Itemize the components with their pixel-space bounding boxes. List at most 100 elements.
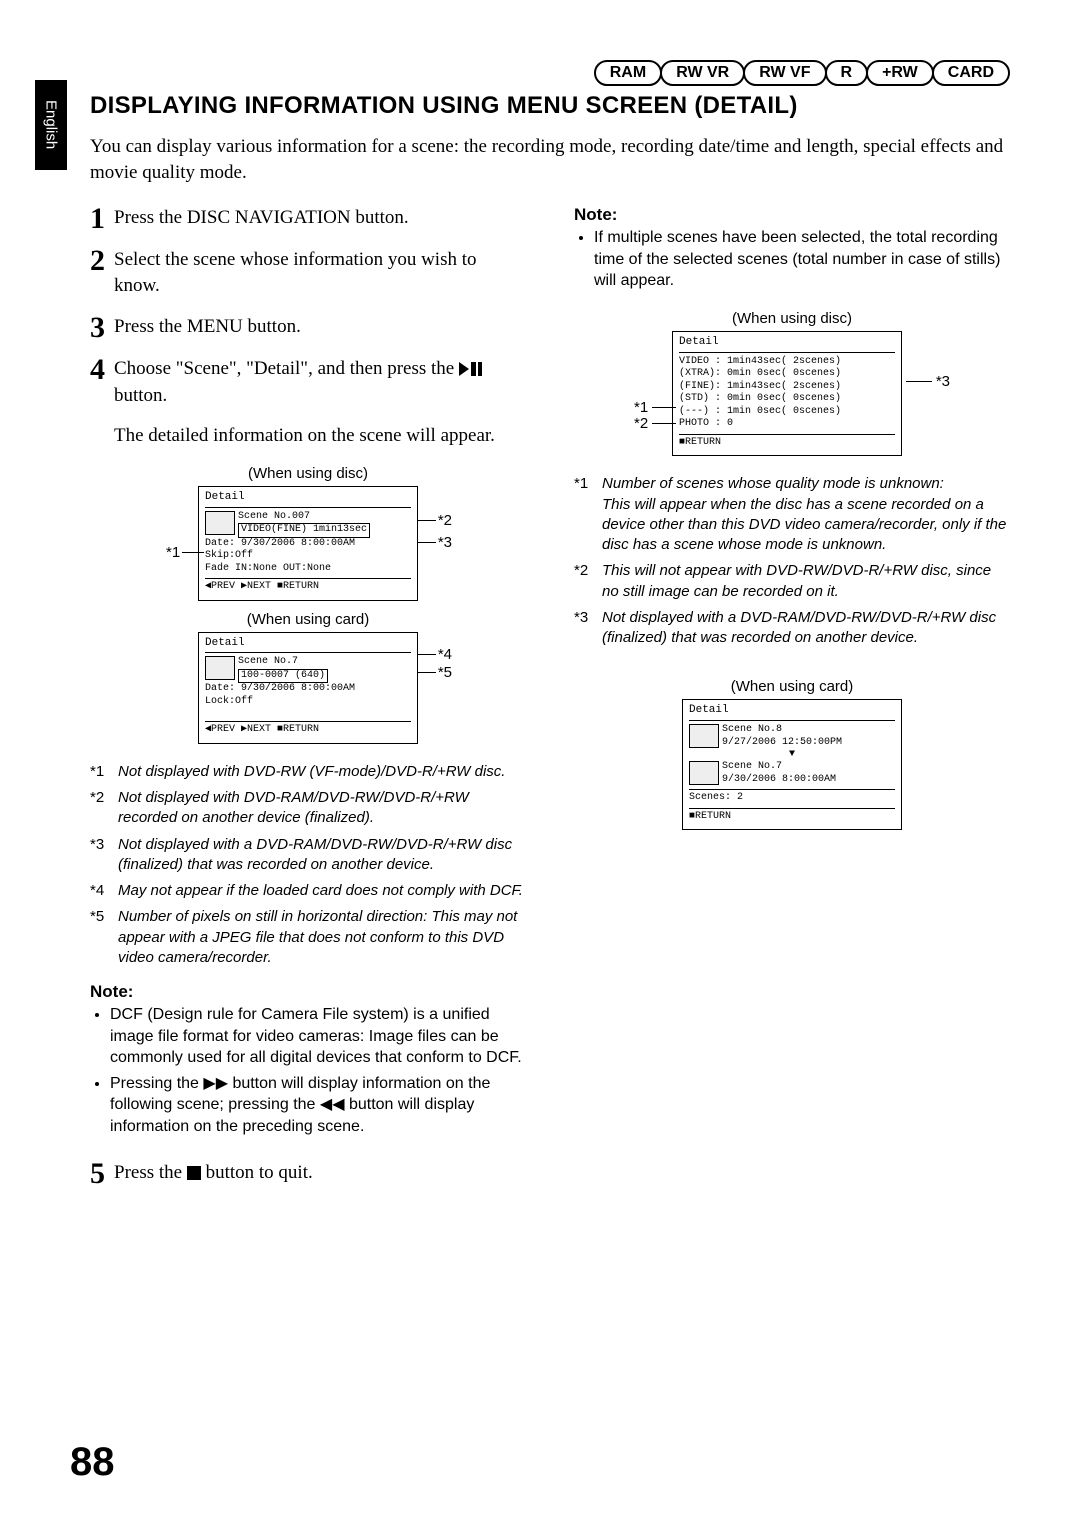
fig-line: (---) : 1min 0sec( 0scenes): [679, 406, 895, 419]
fig-footer: ■RETURN: [689, 808, 895, 824]
fig-line: Scenes: 2: [689, 789, 895, 805]
badge-rwvf: RW VF: [743, 60, 826, 86]
stop-icon: [187, 1162, 201, 1188]
fig-title: Detail: [679, 336, 895, 353]
fn-num: *4: [90, 881, 118, 901]
step-text-a: Choose "Scene", "Detail", and then press…: [114, 358, 454, 379]
step-2: 2 Select the scene whose information you…: [90, 247, 526, 298]
fig-caption-disc-r: (When using disc): [574, 310, 1010, 327]
fn-num: *1: [90, 762, 118, 782]
fig-title: Detail: [205, 637, 411, 654]
fig-line: Lock:Off: [205, 696, 411, 709]
thumbnail-icon: [689, 724, 719, 748]
fig-left-card: Detail Scene No.7 100-0007 (640) Date: 9…: [198, 632, 418, 744]
fig-line: 9/30/2006 8:00:00AM: [722, 774, 895, 787]
fig-caption-card: (When using card): [90, 611, 526, 628]
fig-right-disc-wrap: Detail VIDEO : 1min43sec( 2scenes) (XTRA…: [632, 331, 952, 456]
fig-footer: ◀PREV ▶NEXT ■RETURN: [205, 721, 411, 737]
fig-title: Detail: [205, 491, 411, 508]
fn-text: This will not appear with DVD-RW/DVD-R/+…: [602, 561, 1010, 602]
fig-caption-card-r: (When using card): [574, 678, 1010, 695]
fn-text: Number of pixels on still in horizontal …: [118, 907, 526, 968]
step-text: Press the DISC NAVIGATION button.: [114, 207, 409, 228]
page-number: 88: [70, 1440, 115, 1485]
badge-rw: +RW: [866, 60, 934, 86]
fig-left-disc: Detail Scene No.007 VIDEO(FINE) 1min13se…: [198, 486, 418, 601]
step-text-b: button.: [114, 385, 167, 406]
step-3: 3 Press the MENU button.: [90, 314, 526, 340]
fn-num: *5: [90, 907, 118, 968]
step-number: 1: [90, 199, 105, 240]
left-column: 1 Press the DISC NAVIGATION button. 2 Se…: [90, 205, 526, 1203]
fig-line: (XTRA): 0min 0sec( 0scenes): [679, 368, 895, 381]
play-pause-icon: [459, 358, 489, 384]
fn-num: *2: [90, 788, 118, 829]
step-text-a: Press the: [114, 1162, 187, 1183]
thumbnail-icon: [205, 656, 235, 680]
step-4-para: The detailed information on the scene wi…: [114, 423, 526, 449]
fig-right-card-wrap: Detail Scene No.8 9/27/2006 12:50:00PM ▼…: [672, 699, 912, 830]
fig-left-card-wrap: Detail Scene No.7 100-0007 (640) Date: 9…: [168, 632, 448, 744]
intro-text: You can display various information for …: [90, 134, 1010, 185]
badge-r: R: [825, 60, 869, 86]
fig-line: Fade IN:None OUT:None: [205, 563, 411, 576]
step-number: 5: [90, 1154, 105, 1195]
fig-line: (STD) : 0min 0sec( 0scenes): [679, 393, 895, 406]
annot-2: *2: [438, 512, 452, 529]
fn-num: *1: [574, 474, 602, 555]
annot-r3: *3: [936, 373, 950, 390]
badge-ram: RAM: [594, 60, 662, 86]
fig-line: Date: 9/30/2006 8:00:00AM: [205, 683, 411, 696]
right-footnotes: *1Number of scenes whose quality mode is…: [574, 474, 1010, 648]
fig-left-disc-wrap: Detail Scene No.007 VIDEO(FINE) 1min13se…: [168, 486, 448, 601]
step-5: 5 Press the button to quit.: [90, 1160, 526, 1188]
badge-card: CARD: [932, 60, 1010, 86]
note-heading: Note:: [90, 982, 526, 1002]
step-1: 1 Press the DISC NAVIGATION button.: [90, 205, 526, 231]
fig-line: Scene No.7: [722, 761, 895, 774]
fn-text: May not appear if the loaded card does n…: [118, 881, 523, 901]
thumbnail-icon: [689, 761, 719, 785]
annot-3: *3: [438, 534, 452, 551]
fig-line: Scene No.7: [238, 656, 411, 669]
note-item: Pressing the ▶▶ button will display info…: [110, 1073, 526, 1138]
annot-r2: *2: [634, 415, 648, 432]
note-item: DCF (Design rule for Camera File system)…: [110, 1004, 526, 1069]
fig-line: VIDEO(FINE) 1min13sec: [238, 523, 411, 538]
annot-r1: *1: [634, 399, 648, 416]
fig-title: Detail: [689, 704, 895, 721]
fn-text: Not displayed with a DVD-RAM/DVD-RW/DVD-…: [602, 608, 1010, 649]
fig-line: VIDEO : 1min43sec( 2scenes): [679, 356, 895, 369]
format-badges: RAM RW VR RW VF R +RW CARD: [90, 60, 1010, 86]
fig-right-card: Detail Scene No.8 9/27/2006 12:50:00PM ▼…: [682, 699, 902, 830]
fig-caption-disc: (When using disc): [90, 465, 526, 482]
annot-4: *4: [438, 646, 452, 663]
note-heading: Note:: [574, 205, 1010, 225]
badge-rwvr: RW VR: [660, 60, 745, 86]
fig-right-disc: Detail VIDEO : 1min43sec( 2scenes) (XTRA…: [672, 331, 902, 456]
left-footnotes: *1Not displayed with DVD-RW (VF-mode)/DV…: [90, 762, 526, 968]
fig-line: 100-0007 (640): [238, 669, 411, 684]
left-note-list: DCF (Design rule for Camera File system)…: [90, 1004, 526, 1138]
step-4: 4 Choose "Scene", "Detail", and then pre…: [90, 356, 526, 449]
fn-num: *3: [574, 608, 602, 649]
fn-num: *2: [574, 561, 602, 602]
fn-num: *3: [90, 835, 118, 876]
step-number: 2: [90, 241, 105, 282]
fig-line: Skip:Off: [205, 550, 411, 563]
right-note-list: If multiple scenes have been selected, t…: [574, 227, 1010, 292]
step-text-b: button to quit.: [206, 1162, 313, 1183]
language-tab: English: [35, 80, 67, 170]
step-text: Press the MENU button.: [114, 316, 301, 337]
fig-line: 9/27/2006 12:50:00PM: [722, 737, 895, 750]
fig-line: PHOTO : 0: [679, 418, 895, 431]
fn-text: Not displayed with DVD-RAM/DVD-RW/DVD-R/…: [118, 788, 526, 829]
step-number: 3: [90, 308, 105, 349]
page-title: DISPLAYING INFORMATION USING MENU SCREEN…: [90, 92, 1010, 120]
fig-footer: ■RETURN: [679, 434, 895, 450]
fig-line: Scene No.007: [238, 511, 411, 524]
right-column: Note: If multiple scenes have been selec…: [574, 205, 1010, 1203]
fig-footer: ◀PREV ▶NEXT ■RETURN: [205, 578, 411, 594]
annot-5: *5: [438, 664, 452, 681]
fn-text: Not displayed with DVD-RW (VF-mode)/DVD-…: [118, 762, 505, 782]
